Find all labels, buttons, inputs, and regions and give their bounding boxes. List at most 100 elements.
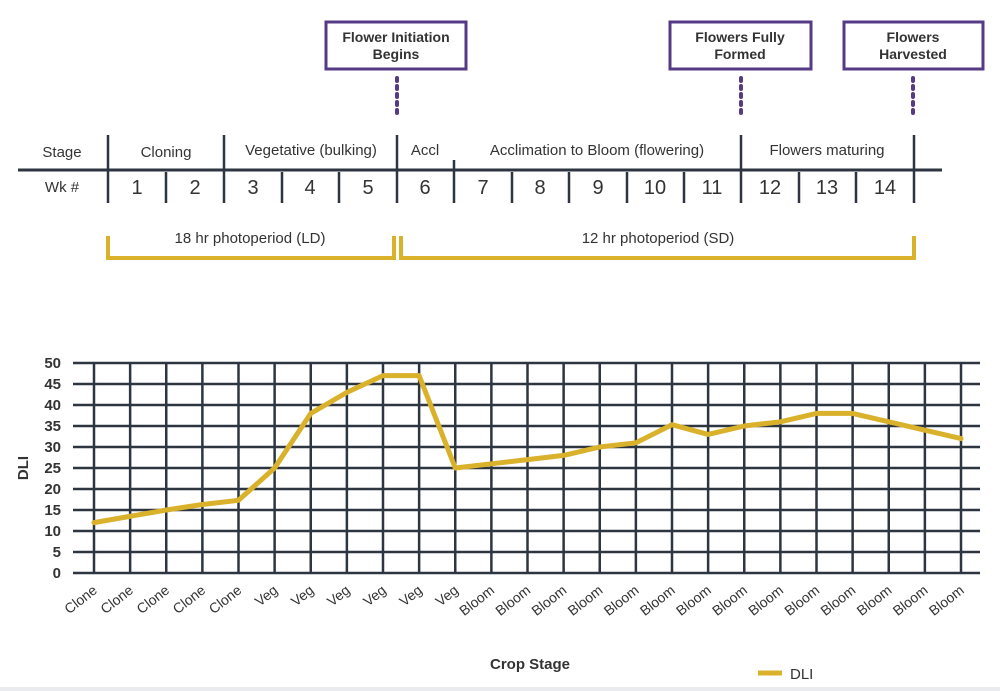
data-point (200, 502, 205, 507)
data-point (417, 373, 422, 378)
stage-vegetative: Vegetative (bulking) (245, 142, 377, 159)
y-tick-label: 5 (53, 544, 61, 561)
week-number: 10 (644, 177, 666, 199)
x-tick-label: Bloom (492, 582, 533, 619)
x-axis-title: Crop Stage (490, 656, 570, 673)
x-tick-label: Bloom (709, 582, 750, 619)
milestone-line2: Formed (714, 46, 765, 62)
data-point (453, 466, 458, 470)
data-point (670, 422, 674, 427)
milestone-line2: Harvested (879, 46, 947, 62)
photoperiod-short-day: 12 hr photoperiod (SD) (582, 230, 735, 247)
data-point (633, 440, 638, 445)
data-point (489, 461, 494, 466)
data-point (272, 466, 277, 470)
x-tick-label: Bloom (745, 582, 786, 619)
x-tick-label: Clone (133, 582, 172, 617)
data-point (850, 411, 855, 416)
data-point (236, 498, 241, 503)
milestone-box (668, 20, 813, 71)
y-tick-label: 25 (44, 460, 61, 477)
data-point (381, 373, 385, 378)
y-tick-label: 30 (44, 439, 61, 456)
milestone-flowers-formed: Flowers Fully Formed (668, 20, 813, 119)
stage-cloning: Cloning (141, 144, 192, 161)
week-number: 9 (592, 177, 603, 199)
timeline-table: Stage Wk # Cloning Vegetative (bulking) … (18, 135, 942, 203)
photoperiod-brackets: 18 hr photoperiod (LD) 12 hr photoperiod… (106, 230, 916, 260)
milestone-box (324, 20, 468, 71)
x-tick-label: Bloom (528, 582, 569, 619)
y-tick-label: 15 (44, 502, 61, 519)
x-tick-label: Bloom (637, 582, 678, 619)
week-number: 3 (247, 177, 258, 199)
week-number: 8 (534, 177, 545, 199)
milestone-line1: Flower Initiation (342, 29, 449, 45)
data-point (92, 520, 96, 525)
milestone-line2: Begins (373, 46, 420, 62)
x-tick-label: Bloom (456, 582, 497, 619)
week-number: 1 (131, 177, 142, 199)
data-point (344, 390, 349, 395)
data-point (561, 453, 566, 458)
milestone-box (842, 20, 985, 71)
bracket-long-day (106, 236, 396, 260)
y-tick-label: 10 (44, 523, 61, 540)
y-axis-title: DLI (15, 456, 32, 480)
series-group (91, 373, 964, 526)
data-point (742, 424, 747, 428)
week-number: 11 (702, 177, 723, 199)
x-tick-label: Bloom (781, 582, 822, 619)
y-tick-label: 20 (44, 481, 61, 498)
x-tick-label: Veg (324, 582, 353, 609)
stage-acclimation-bloom: Acclimation to Bloom (flowering) (490, 142, 704, 159)
y-tick-labels: 0 5 10 15 20 25 30 35 40 45 50 (44, 355, 61, 582)
y-tick-label: 35 (44, 418, 61, 435)
milestone-flower-initiation: Flower Initiation Begins (324, 20, 468, 119)
x-tick-label: Veg (360, 582, 389, 609)
week-number: 12 (759, 177, 781, 199)
stage-row-label: Stage (42, 144, 81, 161)
x-tick-label: Bloom (673, 582, 714, 619)
data-point (886, 419, 891, 424)
week-number: 13 (816, 177, 838, 199)
legend-label: DLI (790, 666, 813, 683)
week-number: 2 (189, 177, 200, 199)
x-tick-label: Clone (206, 582, 245, 617)
bracket-short-day (399, 236, 916, 260)
x-tick-label: Bloom (926, 582, 967, 619)
week-number: 7 (477, 177, 488, 199)
x-tick-label: Veg (288, 582, 317, 609)
x-tick-label: Clone (170, 582, 209, 617)
bottom-strip (0, 687, 1000, 691)
data-point (164, 508, 169, 512)
data-point (778, 419, 783, 424)
week-number: 14 (874, 177, 896, 199)
y-tick-label: 50 (44, 355, 61, 372)
x-tick-label: Clone (97, 582, 136, 617)
y-tick-label: 45 (44, 376, 61, 393)
x-tick-label: Veg (396, 582, 425, 609)
x-tick-label: Bloom (853, 582, 894, 619)
y-tick-label: 0 (53, 565, 61, 582)
x-tick-label: Clone (61, 582, 100, 617)
milestone-flowers-harvested: Flowers Harvested (842, 20, 985, 119)
x-tick-label: Veg (252, 582, 281, 609)
data-point (959, 436, 963, 441)
x-tick-label: Bloom (817, 582, 858, 619)
x-tick-label: Bloom (564, 582, 605, 619)
data-point (706, 432, 711, 437)
x-tick-label: Bloom (890, 582, 931, 619)
legend: DLI (758, 666, 813, 683)
data-point (308, 411, 313, 416)
week-number: 4 (304, 177, 315, 199)
milestone-line1: Flowers (887, 29, 940, 45)
data-point (525, 457, 530, 462)
chart-gridlines (73, 361, 980, 575)
data-point (597, 445, 602, 449)
x-tick-label: Bloom (601, 582, 642, 619)
data-point (814, 411, 819, 416)
